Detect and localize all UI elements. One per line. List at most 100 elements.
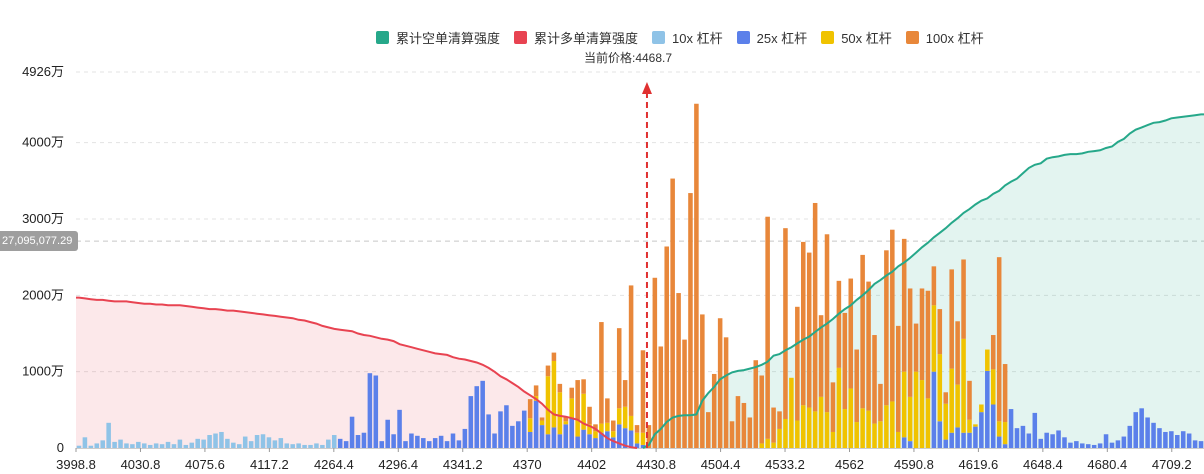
bar-segment (320, 444, 325, 448)
bar-segment (931, 305, 937, 372)
bar-segment (741, 402, 747, 448)
bar-segment (314, 443, 319, 448)
legend-item-4[interactable]: 50x 杠杆 (821, 28, 892, 47)
bar-segment (516, 421, 521, 448)
bar-segment (812, 202, 818, 412)
bar-segment (343, 441, 349, 448)
bar-segment (1080, 443, 1085, 448)
bar-segment (818, 396, 824, 448)
bar-segment (860, 408, 865, 448)
bar-segment (919, 288, 925, 381)
bar-segment (949, 269, 954, 369)
bar-segment (996, 257, 1002, 422)
x-tick-label: 4562 (835, 457, 864, 472)
bar-segment (118, 439, 123, 448)
x-tick-label: 3998.8 (56, 457, 96, 472)
bar-segment (587, 406, 592, 425)
bar-segment (527, 431, 533, 448)
bar-segment (842, 312, 848, 410)
bar-segment (682, 339, 687, 448)
bar-segment (563, 421, 569, 425)
bar-segment (82, 437, 88, 448)
bar-segment (1091, 444, 1097, 448)
bar-segment (225, 438, 230, 448)
short-cumulative-line (642, 113, 1204, 449)
bar-segment (236, 444, 242, 448)
x-tick-label: 4075.6 (185, 457, 225, 472)
bar-segment (890, 401, 895, 448)
bar-segment (611, 437, 616, 448)
bar-segment (337, 438, 343, 448)
bar-segment (302, 444, 307, 448)
bar-segment (539, 425, 545, 448)
bar-segment (967, 380, 972, 420)
bar-segment (848, 278, 854, 389)
bar-segment (836, 367, 842, 448)
bar-segment (521, 410, 527, 448)
legend-swatch (905, 30, 919, 44)
bar-segment (1044, 432, 1049, 448)
bar-segment (616, 424, 622, 448)
bar-segment (510, 425, 515, 448)
bar-segment (616, 328, 622, 409)
bar-segment (557, 434, 563, 448)
bar-segment (937, 421, 943, 448)
bar-segment (575, 436, 580, 448)
legend-item-5[interactable]: 100x 杠杆 (905, 28, 984, 47)
bar-segment (599, 432, 604, 448)
bar-segment (771, 442, 776, 448)
bar-segment (806, 252, 812, 408)
bar-segment (996, 421, 1002, 437)
x-tick-label: 4680.4 (1087, 457, 1127, 472)
bar-segment (860, 254, 865, 409)
bar-segment (331, 435, 337, 448)
bar-segment (783, 418, 788, 448)
bar-segment (76, 445, 82, 448)
bar-segment (1056, 430, 1061, 448)
bar-segment (1151, 422, 1156, 448)
bar-segment (1180, 431, 1186, 448)
legend-item-0[interactable]: 累计空单清算强度 (376, 28, 500, 47)
bar-segment (913, 371, 919, 448)
bar-segment (480, 380, 485, 448)
bar-segment (545, 434, 551, 448)
bar-segment (557, 383, 563, 393)
bar-segment (1050, 434, 1055, 448)
legend-item-3[interactable]: 25x 杠杆 (736, 28, 807, 47)
x-tick-label: 4030.8 (121, 457, 161, 472)
bar-segment (907, 396, 913, 442)
bar-segment (890, 229, 895, 402)
bar-segment (373, 375, 379, 448)
x-tick-label: 4296.4 (378, 457, 418, 472)
x-tick-label: 4533.2 (765, 457, 805, 472)
bar-segment (913, 323, 919, 372)
bar-segment (379, 441, 385, 448)
bar-segment (1002, 422, 1008, 445)
bar-segment (112, 441, 117, 448)
bar-segment (1038, 438, 1044, 448)
legend-item-1[interactable]: 累计多单清算强度 (514, 28, 638, 47)
bar-segment (189, 442, 195, 448)
bar-segment (569, 398, 574, 418)
bar-segment (1020, 425, 1026, 448)
bar-segment (979, 404, 984, 413)
bar-segment (361, 432, 367, 448)
bar-segment (605, 398, 610, 423)
bar-segment (207, 435, 212, 448)
bar-segment (391, 434, 396, 448)
bar-segment (658, 346, 664, 448)
legend-item-2[interactable]: 10x 杠杆 (652, 28, 723, 47)
legend-label: 累计空单清算强度 (396, 30, 501, 46)
bar-segment (426, 441, 432, 448)
bar-segment (943, 403, 949, 440)
bar-segment (551, 352, 557, 361)
long-cumulative-line (76, 296, 638, 449)
legend-label: 50x 杠杆 (841, 30, 892, 46)
bar-segment (640, 444, 646, 448)
y-tick-label: 4000万 (22, 135, 64, 150)
bar-segment (990, 404, 996, 448)
bar-segment (1014, 428, 1020, 448)
bar-segment (421, 438, 426, 448)
bar-segment (492, 433, 497, 448)
legend-label: 10x 杠杆 (672, 30, 723, 46)
